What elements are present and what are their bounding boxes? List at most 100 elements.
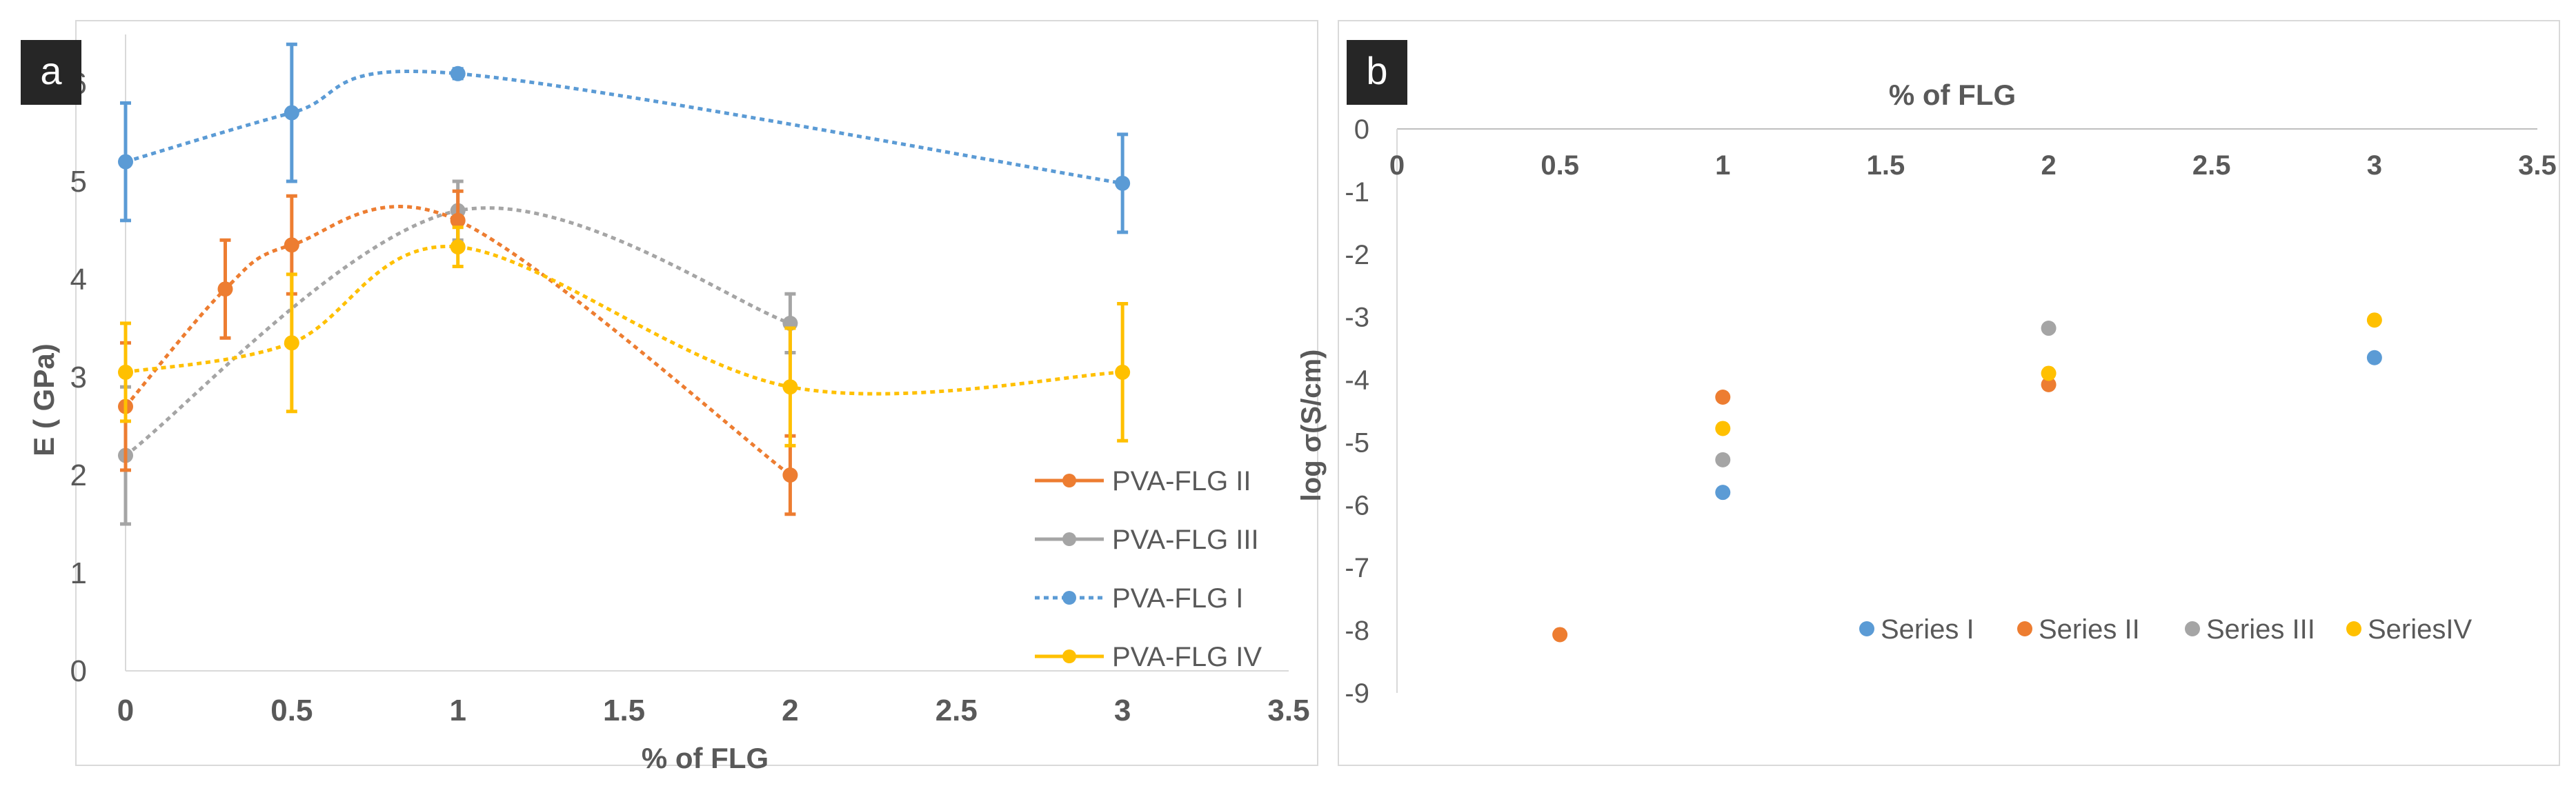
- panel-b-x-tick-3-5: 3.5: [2518, 150, 2557, 181]
- panel-label-a-box: [21, 40, 81, 105]
- panel-a-legend-item-pva-flg-ii: PVA-FLG II: [1035, 466, 1251, 496]
- panel-a-legend-label: PVA-FLG I: [1112, 583, 1243, 614]
- panel-a-x-ticks: 0 0.5 1 1.5 2 2.5 3 3.5: [117, 694, 1310, 727]
- panel-b-data-point: [2041, 365, 2057, 381]
- panel-a-x-axis-label: % of FLG: [642, 742, 769, 774]
- panel-a-legend: PVA-FLG II PVA-FLG III PVA-FLG I PVA-FLG IV: [1035, 466, 1262, 672]
- panel-b-y-tick-3: -3: [1345, 303, 1369, 333]
- panel-a-y-tick-1: 1: [70, 556, 87, 590]
- panel-a-x-tick-2-5: 2.5: [935, 694, 978, 727]
- panel-a-y-tick-0: 0: [70, 654, 87, 688]
- panel-b-x-tick-1: 1: [1715, 150, 1730, 181]
- panel-a-trendline-pva-flg-iv: [125, 245, 1123, 396]
- panel-a-legend-label: PVA-FLG II: [1112, 466, 1251, 496]
- panel-a-data-point: [118, 154, 133, 170]
- panel-a-data-point: [782, 379, 798, 395]
- panel-a-data-point: [450, 212, 466, 228]
- panel-b-series-series-ii: [1552, 376, 2057, 643]
- panel-a-trendline-pva-flg-i: [125, 70, 1123, 185]
- panel-a-trendline-pva-flg-ii: [124, 205, 791, 476]
- panel-b-data-point: [1552, 627, 1568, 643]
- panel-a-data-point: [284, 105, 299, 121]
- panel-a-data-point: [1115, 175, 1131, 191]
- panel-a-legend-item-pva-flg-iii: PVA-FLG III: [1035, 525, 1259, 555]
- panel-b-legend-item-seriesiv: SeriesIV: [2346, 614, 2472, 645]
- panel-b-y-ticks: 0 -1 -2 -3 -4 -5 -6 -7 -8 -9: [1345, 114, 1369, 709]
- panel-a-x-tick-3: 3: [1114, 694, 1131, 727]
- panel-b-legend-label: Series I: [1881, 614, 1974, 645]
- panel-b-legend-item-series-ii: Series II: [2017, 614, 2140, 645]
- panel-b-y-tick-2: -2: [1345, 240, 1369, 270]
- panel-a-data-point: [450, 66, 466, 81]
- panel-b-x-tick-2-5: 2.5: [2192, 150, 2231, 181]
- panel-b-y-tick-5: -5: [1345, 427, 1369, 458]
- panel-b-legend-item-series-iii: Series III: [2185, 614, 2315, 645]
- panel-b-data-point: [1715, 421, 1731, 436]
- panel-label-a-text: a: [40, 49, 62, 92]
- panel-b-series-series-i: [1715, 350, 2382, 501]
- panel-b-legend: Series I Series II Series III SeriesIV: [1859, 614, 2472, 645]
- panel-b-y-axis-label: log σ(S/cm): [1296, 350, 1327, 502]
- panel-a-x-tick-1-5: 1.5: [603, 694, 645, 727]
- panel-b-legend-item-series-i: Series I: [1859, 614, 1974, 645]
- panel-b-legend-label: Series III: [2206, 614, 2315, 645]
- panel-a-x-tick-0: 0: [117, 694, 134, 727]
- panel-b-legend-label: SeriesIV: [2368, 614, 2472, 645]
- panel-b-y-tick-0: 0: [1354, 114, 1369, 145]
- panel-b-y-tick-7: -7: [1345, 553, 1369, 583]
- panel-a-x-tick-0-5: 0.5: [270, 694, 313, 727]
- panel-b-x-tick-0: 0: [1389, 150, 1405, 181]
- panel-a-data-point: [782, 467, 798, 483]
- panel-b-chart: % of FLG 0 0.5 1 1.5 2 2.5 3 3.5 0 -1 -2 -3 -4 -5 -6 -…: [1296, 20, 2560, 766]
- panel-a-y-tick-3: 3: [70, 361, 87, 394]
- panel-b-chart-border: [1338, 20, 2560, 766]
- panel-b-chart-title: % of FLG: [1889, 79, 2016, 111]
- panel-a-legend-label: PVA-FLG IV: [1112, 642, 1262, 672]
- panel-a-series-pva-flg-i: [118, 42, 1131, 234]
- panel-label-b-box: [1347, 40, 1407, 105]
- panel-a-legend-label: PVA-FLG III: [1112, 525, 1259, 555]
- panel-a-x-tick-3-5: 3.5: [1267, 694, 1309, 727]
- panel-a-x-tick-1: 1: [449, 694, 466, 727]
- panel-b-legend-label: Series II: [2039, 614, 2140, 645]
- panel-a-y-tick-2: 2: [70, 458, 87, 492]
- panel-a-y-tick-4: 4: [70, 263, 87, 296]
- panel-a-data-point: [284, 237, 299, 253]
- panel-b-x-ticks: 0 0.5 1 1.5 2 2.5 3 3.5: [1389, 150, 2557, 181]
- panel-a-series: [118, 42, 1131, 526]
- panel-a-legend-item-pva-flg-iv: PVA-FLG IV: [1035, 642, 1262, 672]
- panel-a-legend-item-pva-flg-i: PVA-FLG I: [1035, 583, 1243, 614]
- panel-b-series-series-iii: [1715, 321, 2057, 467]
- panel-a-data-point: [217, 281, 233, 297]
- panel-a-series-pva-flg-iv: [118, 225, 1131, 447]
- panel-b-series: [1552, 312, 2382, 643]
- panel-a-chart-border: [75, 20, 1318, 766]
- panel-b-data-point: [1715, 485, 1731, 501]
- panel-b-data-point: [2366, 312, 2382, 328]
- panel-label-b: b: [1347, 40, 1407, 105]
- panel-b-data-point: [2366, 350, 2382, 365]
- panel-a-data-point: [450, 239, 466, 255]
- panel-b-x-tick-1-5: 1.5: [1867, 150, 1905, 181]
- panel-b-y-tick-9: -9: [1345, 678, 1369, 709]
- panel-b-series-seriesiv: [1715, 312, 2382, 436]
- panel-b-x-tick-0-5: 0.5: [1540, 150, 1579, 181]
- panel-b-y-tick-8: -8: [1345, 616, 1369, 646]
- panel-a-data-point: [118, 364, 133, 380]
- panel-b-x-tick-3: 3: [2367, 150, 2382, 181]
- panel-b-data-point: [1715, 452, 1731, 467]
- panel-label-a: a: [21, 40, 81, 105]
- panel-a-y-axis-label: E ( GPa): [28, 343, 60, 456]
- panel-a-y-tick-5: 5: [70, 165, 87, 199]
- panel-b-y-tick-4: -4: [1345, 365, 1369, 396]
- panel-b-data-point: [2041, 376, 2057, 392]
- panel-a-data-point: [1115, 364, 1131, 380]
- panel-a-chart: 00.511.522.533.5 0123456 % of FLG E ( GP…: [28, 20, 1318, 774]
- panel-b-data-point: [2041, 321, 2057, 336]
- panel-a-x-tick-2: 2: [782, 694, 798, 727]
- panel-b-x-tick-2: 2: [2041, 150, 2056, 181]
- panel-b-y-tick-1: -1: [1345, 177, 1369, 208]
- panel-a-data-point: [284, 335, 299, 351]
- panel-label-b-text: b: [1366, 49, 1387, 92]
